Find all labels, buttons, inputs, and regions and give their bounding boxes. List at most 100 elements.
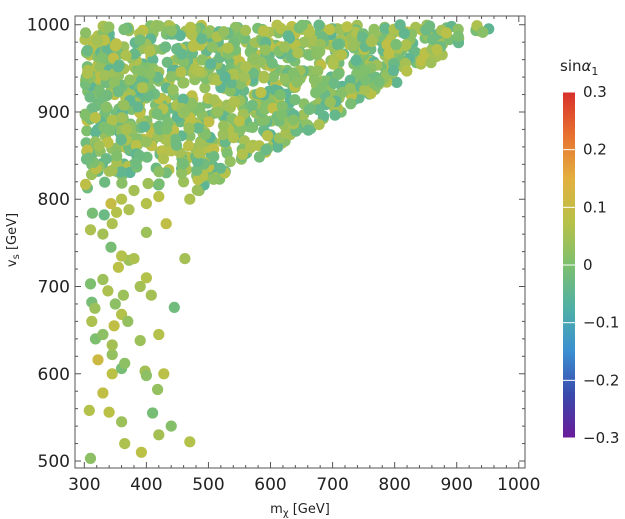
- x-tick-label: 400: [130, 475, 162, 495]
- data-point: [331, 38, 344, 51]
- data-point: [236, 148, 248, 160]
- data-point: [147, 407, 159, 419]
- data-point: [103, 406, 115, 418]
- data-point: [98, 209, 110, 221]
- data-point: [97, 387, 109, 399]
- data-point: [260, 144, 272, 156]
- data-point: [135, 446, 147, 458]
- data-point: [187, 40, 199, 53]
- data-point: [308, 74, 320, 86]
- data-point: [425, 57, 437, 69]
- data-point: [212, 106, 224, 118]
- data-point: [327, 58, 339, 70]
- data-point: [112, 61, 124, 73]
- data-point: [124, 74, 136, 86]
- data-point: [431, 44, 443, 56]
- data-point: [174, 29, 186, 42]
- x-tick-label: 700: [316, 475, 348, 495]
- data-point: [159, 41, 172, 53]
- data-point: [302, 124, 314, 136]
- y-tick-label: 1000: [27, 16, 70, 36]
- data-point: [140, 136, 152, 148]
- data-point: [106, 349, 118, 361]
- data-point: [276, 100, 288, 112]
- data-point: [108, 320, 120, 332]
- colorbar-tick-label: −0.1: [583, 314, 619, 332]
- data-point: [96, 52, 108, 64]
- data-point: [157, 153, 170, 165]
- data-point: [134, 34, 146, 46]
- data-point: [390, 38, 402, 51]
- x-tick-label: 900: [440, 475, 472, 495]
- data-point: [193, 65, 205, 77]
- data-point: [215, 162, 227, 174]
- x-tick-label: 1000: [497, 475, 540, 495]
- data-point: [80, 109, 92, 121]
- x-tick-label: 300: [68, 475, 100, 495]
- data-point: [89, 302, 101, 314]
- data-point: [101, 43, 113, 55]
- colorbar-tick-label: −0.2: [583, 371, 619, 389]
- data-point: [262, 130, 274, 142]
- data-point: [92, 354, 104, 366]
- data-point: [84, 278, 97, 290]
- data-point: [199, 82, 211, 94]
- data-point: [312, 65, 324, 77]
- axis-ticks: [75, 16, 525, 468]
- data-point: [477, 26, 489, 38]
- data-point: [179, 253, 191, 265]
- data-point: [298, 36, 310, 48]
- y-tick-label: 800: [38, 190, 70, 210]
- data-point: [80, 27, 92, 39]
- data-point: [275, 109, 288, 121]
- data-point: [176, 167, 188, 179]
- x-tick-labels: 300 400 500 600 700 800 900 1000: [68, 475, 540, 495]
- data-point: [206, 41, 218, 53]
- data-point: [224, 85, 236, 97]
- data-point: [296, 19, 308, 31]
- data-point: [218, 26, 230, 38]
- data-point: [153, 328, 165, 341]
- data-point: [183, 122, 195, 134]
- data-point: [333, 67, 345, 79]
- data-point: [177, 158, 189, 170]
- data-point: [118, 99, 130, 111]
- data-point: [133, 149, 145, 161]
- colorbar-tick-label: 0: [583, 256, 593, 274]
- data-point: [152, 383, 164, 396]
- data-point: [289, 94, 301, 106]
- data-point: [165, 71, 178, 83]
- y-tick-label: 500: [38, 452, 70, 472]
- y-tick-label: 900: [38, 103, 70, 123]
- data-point: [106, 114, 118, 126]
- data-point: [147, 54, 159, 66]
- data-point: [140, 272, 152, 284]
- data-point: [398, 27, 410, 39]
- data-point: [115, 166, 127, 178]
- data-point: [292, 47, 304, 59]
- data-point: [416, 54, 428, 67]
- data-point: [178, 77, 190, 89]
- colorbar-tick-label: 0.3: [583, 83, 607, 101]
- data-point: [118, 23, 130, 36]
- data-point: [314, 45, 326, 58]
- data-point: [381, 39, 393, 51]
- data-point: [99, 69, 111, 81]
- data-point: [176, 48, 188, 60]
- data-point: [228, 96, 241, 108]
- data-point: [345, 98, 357, 110]
- data-point: [117, 289, 129, 301]
- data-point: [130, 139, 142, 151]
- data-point: [178, 176, 190, 188]
- data-point: [105, 198, 117, 210]
- data-point: [203, 116, 215, 128]
- data-point: [452, 30, 464, 42]
- data-point: [171, 139, 183, 151]
- data-point: [328, 77, 340, 89]
- data-point: [134, 335, 146, 347]
- data-point: [116, 112, 128, 124]
- data-point: [120, 123, 132, 135]
- data-point: [344, 74, 356, 86]
- colorbar-tick-label: 0.1: [583, 198, 607, 216]
